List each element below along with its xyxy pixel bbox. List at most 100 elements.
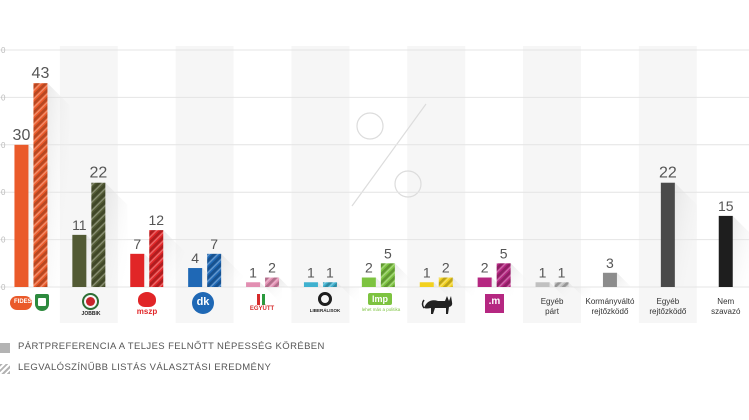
- legend-label-hatched: LEGVALÓSZÍNŰBB LISTÁS VÁLASZTÁSI EREDMÉN…: [18, 362, 272, 373]
- legend-swatch-solid: [0, 343, 10, 353]
- momentum-logo-text: .m: [488, 296, 501, 307]
- bar-value-label: 1: [558, 264, 566, 280]
- bar-value-label: 30: [13, 127, 31, 144]
- bar-preference: [246, 282, 261, 287]
- legend-item-hatched: LEGVALÓSZÍNŰBB LISTÁS VÁLASZTÁSI EREDMÉN…: [0, 362, 320, 376]
- bar-value-label: 3: [606, 255, 614, 271]
- bar-preference: [130, 253, 145, 287]
- bar-preference: [361, 277, 376, 287]
- momentum-logo: .m: [485, 294, 504, 313]
- y-tick-label: 0: [1, 141, 6, 150]
- bar-expected-result-shadow: [510, 263, 533, 287]
- bar-expected-result: [554, 282, 569, 287]
- bar-preference: [72, 234, 87, 287]
- bar-preference: [303, 282, 318, 287]
- egyutt-logo-text: EGYÜTT: [249, 306, 275, 312]
- bar-preference: [660, 182, 675, 287]
- bar-value-label: 12: [148, 212, 164, 228]
- bar-value-label: 5: [384, 245, 392, 261]
- mszp-logo: mszp: [132, 292, 162, 318]
- y-tick-label: 0: [1, 236, 6, 245]
- liberalisok-logo: LIBERÁLISOK: [306, 292, 344, 316]
- bar-preference: [477, 277, 492, 287]
- y-tick-label: 0: [1, 283, 6, 292]
- bar-value-label: 43: [32, 65, 50, 82]
- bar-preference: [535, 282, 550, 287]
- bar-value-label: 1: [307, 264, 315, 280]
- bar-expected-result: [207, 253, 222, 287]
- bar-expected-result-shadow: [568, 282, 591, 305]
- bar-value-label: 22: [89, 165, 107, 182]
- bar-expected-result-shadow: [336, 282, 359, 305]
- bar-expected-result-shadow: [221, 253, 244, 287]
- lmp-logo-text: lmp: [371, 294, 388, 304]
- bar-value-label: 22: [659, 165, 677, 182]
- bar-expected-result: [91, 182, 106, 287]
- bar-expected-result-shadow: [47, 83, 70, 288]
- egyutt-logo: EGYÜTT: [247, 294, 277, 316]
- dk-logo: dk: [192, 292, 214, 314]
- bar-preference: [14, 144, 29, 287]
- jobbik-logo-text: JOBBIK: [81, 311, 101, 317]
- legend-swatch-hatched: [0, 364, 10, 374]
- fidesz-logo: FIDESZ: [10, 294, 52, 312]
- mkkp-cat-logo: [420, 292, 456, 316]
- column-band: [407, 46, 466, 323]
- bar-value-label: 5: [500, 245, 508, 261]
- category-label: Egyéb párt: [541, 297, 564, 316]
- bar-value-label: 2: [481, 260, 489, 276]
- bar-expected-result-shadow: [279, 277, 302, 300]
- bar-preference-shadow: [549, 282, 572, 305]
- percent-watermark: [351, 103, 427, 207]
- lmp-logo: lmp lehet más a politika: [358, 293, 404, 315]
- bar-value-label: 2: [268, 260, 276, 276]
- bar-expected-result: [496, 263, 511, 287]
- category-label: Nem szavazó: [711, 297, 741, 316]
- bar-preference: [718, 215, 733, 287]
- bar-expected-result: [265, 277, 280, 287]
- bar-expected-result-shadow: [163, 230, 186, 287]
- bar-value-label: 1: [326, 264, 334, 280]
- liberalisok-logo-text: LIBERÁLISOK: [309, 308, 341, 313]
- bar-value-label: 7: [133, 236, 141, 252]
- bar-expected-result-shadow: [105, 182, 128, 287]
- bar-preference-shadow: [732, 215, 749, 287]
- bar-preference: [419, 282, 434, 287]
- bar-value-label: 1: [423, 264, 431, 280]
- bar-value-label: 1: [539, 264, 547, 280]
- bar-expected-result: [380, 263, 395, 287]
- dk-logo-text: dk: [196, 296, 210, 308]
- bar-expected-result: [33, 83, 48, 288]
- bar-value-label: 2: [442, 260, 450, 276]
- jobbik-logo: JOBBIK: [78, 293, 104, 321]
- bar-value-label: 7: [210, 236, 218, 252]
- y-tick-label: 0: [1, 93, 6, 102]
- bar-expected-result-shadow: [452, 277, 475, 300]
- bar-preference-shadow: [674, 182, 697, 287]
- bar-value-label: 15: [718, 198, 734, 214]
- bar-preference: [188, 268, 203, 287]
- mszp-logo-text: mszp: [136, 307, 158, 316]
- legend-item-solid: PÁRTPREFERENCIA A TELJES FELNŐTT NÉPESSÉ…: [0, 341, 324, 355]
- fidesz-logo-text: FIDESZ: [14, 299, 36, 305]
- column-band: [291, 46, 350, 323]
- bar-value-label: 2: [365, 260, 373, 276]
- legend-label-solid: PÁRTPREFERENCIA A TELJES FELNŐTT NÉPESSÉ…: [18, 341, 325, 352]
- bar-expected-result: [322, 282, 337, 287]
- bar-expected-result-shadow: [394, 263, 417, 287]
- bar-value-label: 4: [191, 250, 199, 266]
- bar-expected-result: [438, 277, 453, 287]
- category-label: Kormányváltó rejtőzködő: [585, 297, 634, 316]
- column-band: [523, 46, 581, 323]
- bar-value-label: 11: [72, 217, 87, 233]
- bar-preference-shadow: [616, 272, 639, 295]
- bar-preference: [602, 272, 617, 287]
- bar-value-label: 1: [249, 264, 257, 280]
- y-tick-label: 0: [1, 188, 6, 197]
- category-label: Egyéb rejtőzködő: [649, 297, 686, 316]
- y-tick-label: 0: [1, 46, 6, 55]
- bar-preference-shadow: [260, 282, 283, 305]
- bar-expected-result: [149, 230, 164, 287]
